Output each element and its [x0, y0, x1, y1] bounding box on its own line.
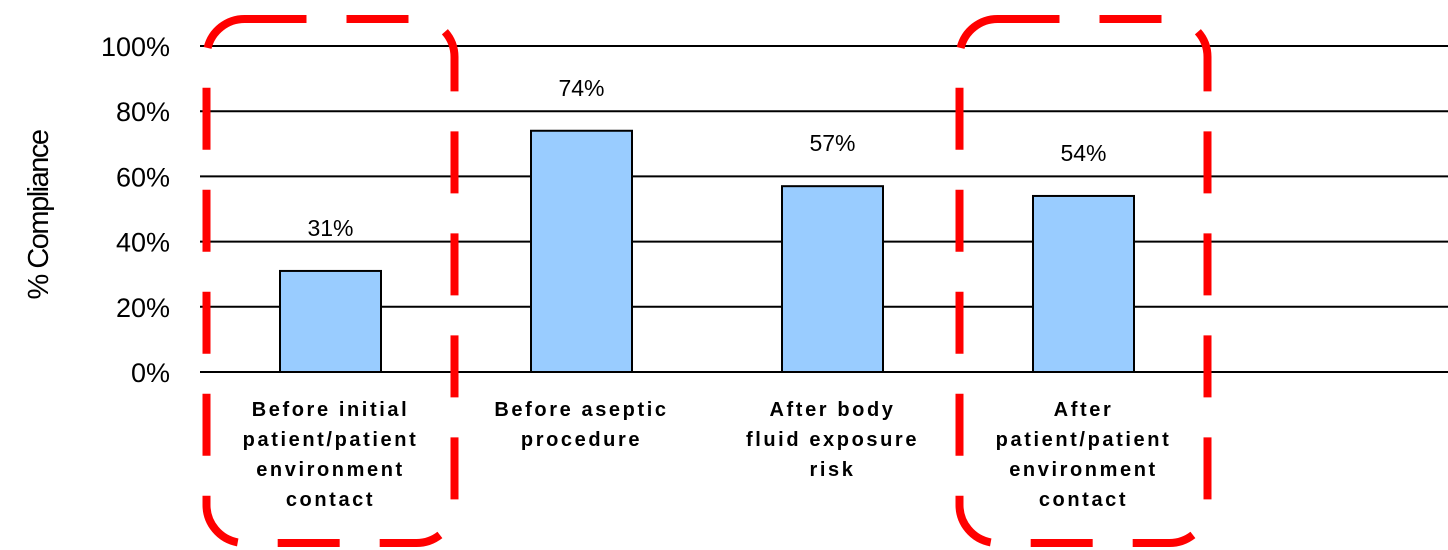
x-tick-label: After patient/patient environment contact — [996, 399, 1172, 511]
bar — [279, 269, 382, 373]
y-tick-label: 80% — [116, 97, 170, 127]
y-tick-label: 0% — [131, 358, 170, 388]
highlight-box — [202, 15, 459, 547]
y-tick-label: 20% — [116, 293, 170, 323]
bar — [781, 185, 884, 373]
x-tick-label: Before aseptic procedure — [494, 399, 668, 451]
x-tick-label: After body fluid exposure risk — [746, 399, 919, 481]
y-tick-label: 60% — [116, 162, 170, 192]
data-label: 54% — [1060, 140, 1106, 166]
data-label: 74% — [558, 75, 604, 101]
x-tick-label: Before initial patient/patient environment… — [243, 399, 419, 511]
y-axis-title: % Compliance — [23, 130, 55, 299]
data-label: 31% — [307, 215, 353, 241]
highlight-box — [955, 15, 1212, 547]
bar — [530, 129, 633, 373]
y-tick-label: 40% — [116, 228, 170, 258]
bar — [1032, 194, 1135, 373]
y-tick-label: 100% — [101, 32, 170, 62]
data-label: 57% — [809, 130, 855, 156]
